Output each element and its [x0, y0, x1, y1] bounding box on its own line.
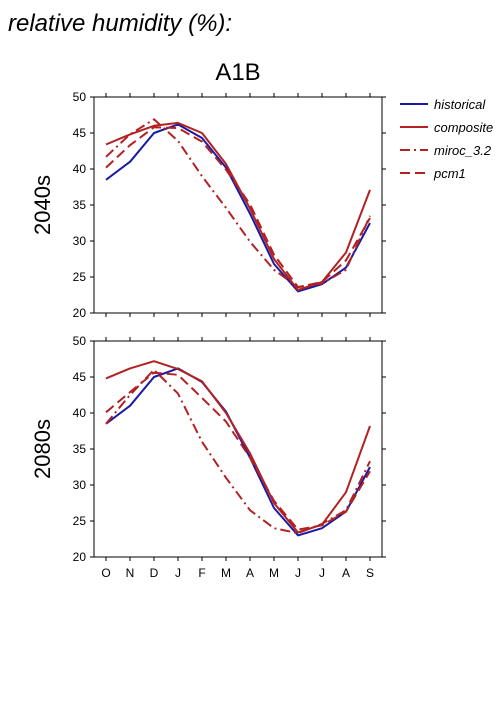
x-tick-label: F: [198, 566, 205, 580]
y-tick-label: 50: [73, 334, 87, 348]
y-tick-label: 30: [73, 478, 87, 492]
y-tick-label: 20: [73, 306, 87, 320]
series-line-pcm1: [105, 126, 371, 289]
x-tick-label: J: [295, 566, 301, 580]
legend-label: miroc_3.2: [434, 143, 492, 158]
y-tick-label: 40: [73, 162, 87, 176]
x-tick-label: A: [342, 566, 350, 580]
series-line-pcm1: [105, 371, 371, 531]
y-tick-label: 45: [73, 370, 87, 384]
chart-panels: 20 25 30 35 40 45 50 2040s 20 25 30 35 40 45 50 O N D J F M A…: [30, 90, 386, 580]
y-tick-label: 35: [73, 198, 87, 212]
y-tick-label: 35: [73, 442, 87, 456]
panel-2040s: 20 25 30 35 40 45 50 2040s: [30, 90, 386, 320]
x-tick-label: M: [269, 566, 279, 580]
plot-frame: [93, 340, 383, 558]
series-line-historical: [105, 367, 371, 537]
x-tick-label: D: [150, 566, 159, 580]
x-tick-label: O: [101, 566, 110, 580]
panel-label: 2080s: [30, 419, 55, 479]
x-tick-label: M: [221, 566, 231, 580]
series-line-miroc-3-2: [105, 368, 371, 535]
panel-label: 2040s: [30, 175, 55, 235]
y-tick-label: 20: [73, 550, 87, 564]
x-tick-label: N: [126, 566, 135, 580]
x-tick-label: A: [246, 566, 254, 580]
panel-2080s: 20 25 30 35 40 45 50 O N D J F M A M J J A S 2080s: [30, 334, 386, 580]
y-tick-label: 25: [73, 270, 87, 284]
legend-label: historical: [434, 97, 486, 112]
legend-label: composite: [434, 120, 493, 135]
y-tick-label: 45: [73, 126, 87, 140]
series-line-composite: [105, 360, 371, 534]
series-line-historical: [105, 123, 371, 293]
series-line-composite: [105, 121, 371, 291]
legend-label: pcm1: [433, 166, 466, 181]
x-tick-label: J: [175, 566, 181, 580]
chart-legend: historical composite miroc_3.2 pcm1: [400, 97, 493, 181]
y-tick-label: 30: [73, 234, 87, 248]
x-tick-label: S: [366, 566, 374, 580]
x-tick-label: J: [319, 566, 325, 580]
y-tick-label: 40: [73, 406, 87, 420]
figure-heading: relative humidity (%):: [8, 10, 232, 37]
scenario-title: A1B: [215, 59, 260, 86]
y-tick-label: 50: [73, 90, 87, 104]
y-tick-label: 25: [73, 514, 87, 528]
